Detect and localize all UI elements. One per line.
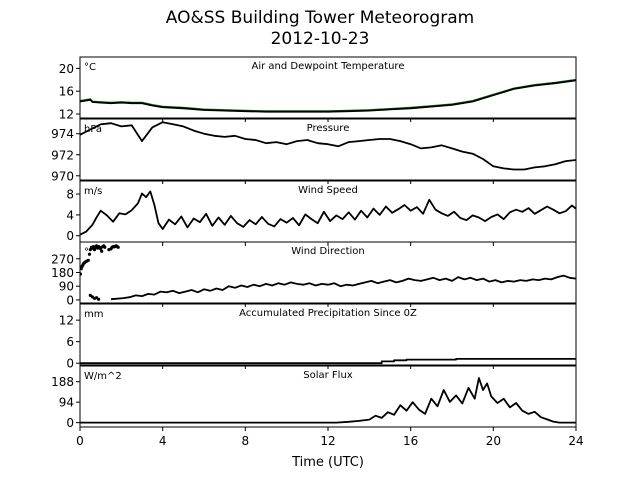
- data-point-wind_direction: [86, 258, 90, 262]
- y-tick-label-temperature: 20: [59, 62, 74, 76]
- data-point-wind_direction: [116, 245, 120, 249]
- y-tick-label-wind_direction: 0: [66, 293, 74, 307]
- series-line-temperature-1: [80, 79, 576, 113]
- x-tick-label: 8: [242, 434, 250, 448]
- unit-label-temperature: °C: [84, 62, 96, 73]
- chart-title-line2: 2012-10-23: [270, 29, 370, 49]
- unit-label-precipitation: mm: [84, 309, 103, 320]
- y-tick-label-precipitation: 6: [66, 335, 74, 349]
- data-point-wind_direction: [87, 252, 92, 256]
- x-axis: 0 4 8 12 16 20 24: [76, 434, 583, 448]
- y-tick-label-solar_flux: 188: [51, 375, 74, 389]
- y-tick-label-precipitation: 12: [59, 314, 74, 328]
- unit-label-wind_direction: °: [84, 247, 89, 258]
- y-tick-label-pressure: 972: [51, 148, 74, 162]
- x-tick-label: 4: [159, 434, 167, 448]
- x-tick-label: 24: [568, 434, 583, 448]
- panel-solar_flux: 0 94 188 W/m^2 Solar Flux: [51, 365, 577, 431]
- y-tick-label-solar_flux: 0: [66, 416, 74, 430]
- series-line-pressure-0: [80, 121, 576, 171]
- panel-pressure: 970 972 974 hPa Pressure: [51, 118, 577, 184]
- y-tick-label-wind_speed: 8: [66, 188, 74, 202]
- y-tick-label-wind_direction: 270: [51, 252, 74, 266]
- x-tick-label: 0: [76, 434, 84, 448]
- y-tick-label-wind_direction: 90: [59, 280, 74, 294]
- y-tick-label-temperature: 12: [59, 108, 74, 122]
- chart-title-line1: AO&SS Building Tower Meteorogram: [165, 8, 475, 28]
- data-point-wind_direction: [103, 245, 107, 249]
- y-tick-label-wind_direction: 180: [51, 266, 74, 280]
- panel-precipitation: 0 6 12 mm Accumulated Precipitation Since 0Z: [59, 303, 577, 371]
- panel-title-wind_direction: Wind Direction: [291, 246, 365, 257]
- y-tick-label-pressure: 970: [51, 169, 74, 183]
- y-tick-label-precipitation: 0: [66, 357, 74, 371]
- x-tick-label: 20: [486, 434, 501, 448]
- y-tick-label-pressure: 974: [51, 127, 74, 141]
- series-line-wind_speed-0: [80, 190, 576, 236]
- chart-title: AO&SS Building Tower Meteorogram 2012-10…: [0, 8, 640, 50]
- panel-title-precipitation: Accumulated Precipitation Since 0Z: [239, 308, 417, 319]
- data-point-wind_direction: [97, 297, 101, 301]
- panel-title-wind_speed: Wind Speed: [298, 185, 358, 196]
- panel-temperature: 12 16 20 °C Air and Dewpoint Temperature: [59, 56, 577, 122]
- unit-label-pressure: hPa: [84, 124, 102, 135]
- unit-label-wind_speed: m/s: [84, 186, 102, 197]
- panel-title-solar_flux: Solar Flux: [303, 370, 353, 381]
- panel-title-pressure: Pressure: [307, 123, 350, 134]
- panel-wind_speed: 0 4 8 m/s Wind Speed: [66, 180, 577, 246]
- y-tick-label-wind_speed: 0: [66, 229, 74, 243]
- series-line-wind_direction-1: [110, 274, 576, 301]
- data-point-wind_direction: [100, 249, 104, 253]
- x-tick-label: 16: [403, 434, 418, 448]
- panel-title-temperature: Air and Dewpoint Temperature: [252, 61, 405, 72]
- series-line-solar_flux-0: [80, 377, 576, 424]
- y-tick-label-solar_flux: 94: [59, 396, 74, 410]
- y-tick-label-wind_speed: 4: [66, 208, 74, 222]
- y-tick-label-temperature: 16: [59, 85, 74, 99]
- x-tick-label: 12: [320, 434, 335, 448]
- x-axis-label: Time (UTC): [291, 455, 364, 470]
- series-line-precipitation-0: [80, 358, 576, 365]
- unit-label-solar_flux: W/m^2: [84, 371, 122, 382]
